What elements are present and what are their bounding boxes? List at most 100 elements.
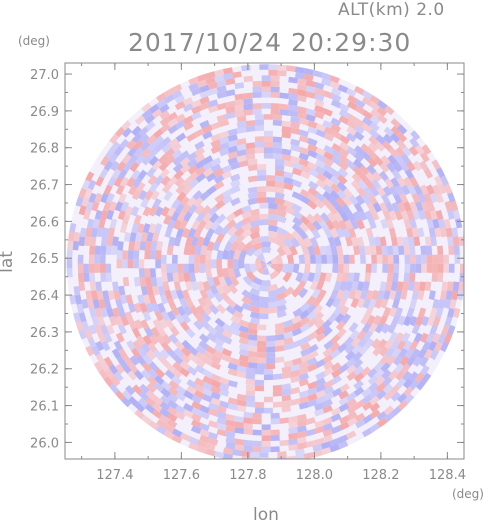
radar-bin (156, 92, 167, 102)
radar-bin (339, 281, 348, 292)
radar-bin (154, 368, 166, 379)
radar-bin (126, 340, 136, 351)
radar-bin (252, 248, 263, 258)
radar-bin (194, 140, 205, 151)
radar-bin (274, 170, 285, 177)
radar-bin (325, 297, 335, 308)
radar-bin (127, 302, 136, 313)
radar-bin (199, 90, 210, 99)
radar-bin (85, 345, 95, 357)
radar-bin (199, 254, 206, 264)
radar-bin (429, 324, 438, 335)
radar-bin (382, 140, 393, 151)
radar-bin (186, 385, 197, 395)
radar-bin (171, 149, 183, 160)
radar-bin (216, 428, 227, 437)
radar-bin (186, 196, 197, 207)
radar-bin (404, 393, 415, 404)
radar-bin (339, 383, 350, 393)
radar-bin (315, 359, 326, 369)
radar-bin (167, 118, 178, 128)
radar-bin (205, 268, 213, 278)
radar-bin (370, 245, 377, 255)
radar-bin (202, 212, 213, 223)
radar-bin (103, 332, 113, 343)
radar-bin (141, 415, 152, 425)
radar-bin (376, 389, 387, 400)
radar-bin (148, 155, 159, 167)
radar-bin (100, 307, 109, 318)
radar-bin (103, 376, 114, 387)
radar-bin (292, 263, 300, 274)
radar-bin (214, 451, 225, 459)
radar-bin (188, 436, 199, 445)
radar-bin (232, 449, 242, 457)
radar-bin (314, 110, 325, 120)
radar-bin (313, 272, 321, 283)
radar-bin (323, 126, 335, 136)
radar-bin (370, 210, 380, 221)
radar-bin (171, 142, 182, 153)
radar-bin (300, 354, 311, 363)
radar-bin (361, 96, 373, 106)
radar-bin (75, 196, 84, 207)
radar-bin (160, 263, 167, 273)
radar-bin (142, 294, 151, 305)
radar-bin (86, 298, 95, 309)
radar-bin (284, 231, 295, 241)
radar-bin (210, 259, 217, 269)
radar-bin (193, 320, 204, 331)
radar-bin (329, 190, 340, 201)
radar-bin (443, 263, 450, 273)
radar-bin (458, 236, 464, 246)
radar-bin (324, 245, 332, 256)
radar-bin (331, 368, 342, 379)
radar-bin (315, 159, 326, 169)
radar-bin (89, 236, 97, 247)
radar-bin (400, 363, 411, 374)
radar-bin (88, 192, 97, 204)
radar-bin (323, 227, 333, 239)
radar-bin (162, 183, 172, 194)
radar-bin (203, 219, 214, 231)
radar-bin (361, 90, 373, 100)
radar-bin (393, 161, 403, 173)
radar-bin (364, 306, 374, 318)
radar-bin (415, 254, 422, 264)
radar-bin (83, 272, 90, 282)
radar-bin (188, 254, 195, 264)
radar-bin (369, 101, 380, 112)
radar-bin (304, 263, 311, 274)
radar-bin (314, 198, 325, 209)
radar-bin (353, 131, 365, 141)
radar-bin (105, 148, 115, 159)
radar-bin (281, 131, 292, 139)
y-tick-label: 26.9 (30, 105, 59, 120)
radar-bin (234, 444, 245, 451)
radar-bin (150, 240, 158, 251)
radar-bin (84, 188, 93, 199)
radar-bin (202, 130, 213, 140)
radar-bin (247, 345, 258, 352)
radar-bin (403, 218, 412, 229)
radar-bin (429, 192, 438, 204)
x-tick-label: 127.4 (96, 468, 133, 483)
radar-bin (300, 348, 311, 357)
radar-bin (432, 298, 440, 309)
radar-bin (410, 263, 416, 273)
radar-bin (101, 340, 111, 352)
radar-bin (102, 290, 110, 301)
radar-bin (367, 375, 379, 386)
radar-bin (270, 108, 280, 115)
radar-bin (270, 429, 280, 436)
radar-bin (277, 64, 287, 71)
radar-bin (219, 400, 230, 409)
radar-bin (78, 205, 87, 216)
radar-bin (365, 227, 374, 238)
radar-bin (205, 71, 216, 79)
radar-bin (353, 202, 364, 213)
radar-bin (282, 271, 292, 283)
radar-bin (202, 155, 214, 165)
radar-bin (331, 149, 342, 159)
radar-bin (148, 420, 160, 431)
